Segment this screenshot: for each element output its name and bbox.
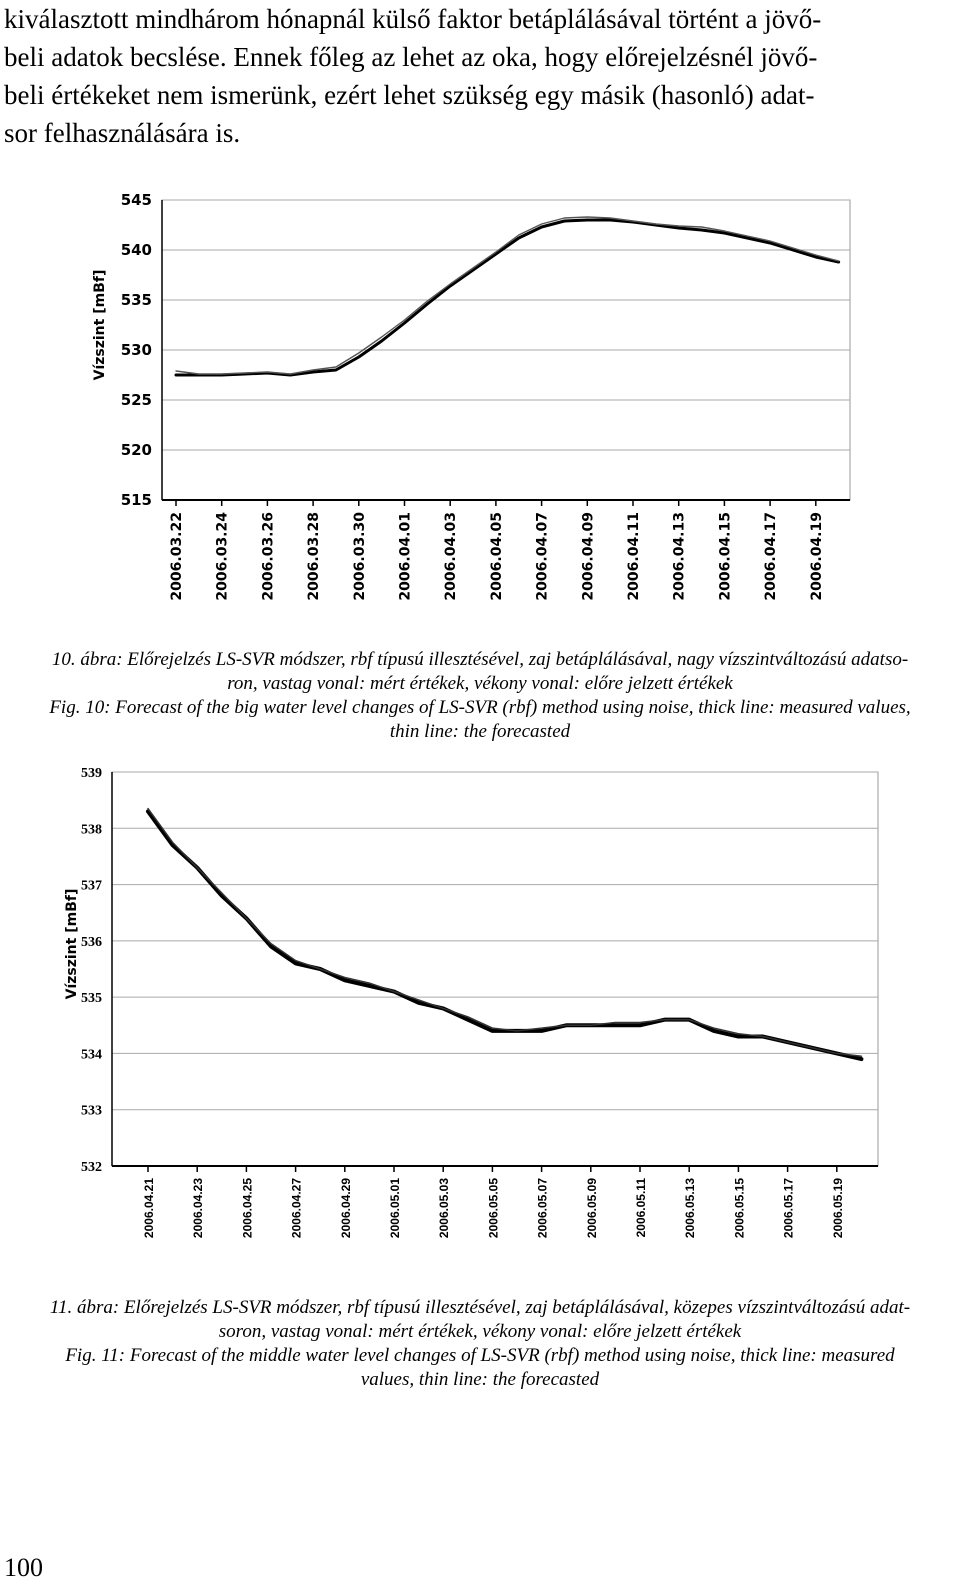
x-tick-label: 2006.03.28 bbox=[306, 512, 322, 601]
y-tick-label: 540 bbox=[121, 241, 152, 259]
x-tick-label: 2006.05.03 bbox=[437, 1178, 451, 1238]
x-tick-label: 2006.05.09 bbox=[585, 1178, 599, 1238]
x-tick-label: 2006.05.19 bbox=[831, 1178, 845, 1238]
figure-10-svg: 545 540 535 530 525 520 515 2006.03.22 2006.03.2… bbox=[92, 191, 851, 601]
figure-11-caption-en-line1: Fig. 11: Forecast of the middle water le… bbox=[65, 1345, 895, 1366]
x-tick-label: 2006.05.13 bbox=[683, 1178, 697, 1238]
y-tick-label: 537 bbox=[81, 879, 102, 894]
x-tick-label: 2006.05.15 bbox=[732, 1178, 746, 1238]
figure-11-chart: 539 538 537 536 535 534 533 532 2006.04.21 2006.0… bbox=[60, 752, 890, 1272]
figure-11-caption-hu-line2: soron, vastag vonal: mért értékek, vékon… bbox=[218, 1321, 742, 1342]
intro-line: kiválasztott mindhárom hónapnál külső fa… bbox=[4, 4, 822, 34]
measured-series-line bbox=[174, 218, 841, 377]
figure-11-caption: 11. ábra: Előrejelzés LS-SVR módszer, rb… bbox=[0, 1296, 960, 1392]
x-tick-label: 2006.05.17 bbox=[782, 1178, 796, 1238]
x-tick-label: 2006.04.23 bbox=[191, 1178, 205, 1238]
y-tick-label: 533 bbox=[81, 1104, 102, 1119]
figure-11-svg: 539 538 537 536 535 534 533 532 2006.04.21 2006.0… bbox=[64, 766, 879, 1238]
y-tick-label: 530 bbox=[121, 341, 152, 359]
figure-10-caption-hu-line1: 10. ábra: Előrejelzés LS-SVR módszer, rb… bbox=[51, 649, 909, 670]
figure-10-caption: 10. ábra: Előrejelzés LS-SVR módszer, rb… bbox=[0, 648, 960, 744]
x-tick-label: 2006.05.07 bbox=[536, 1178, 550, 1238]
figure-11-caption-hu-line1: 11. ábra: Előrejelzés LS-SVR módszer, rb… bbox=[49, 1297, 911, 1318]
figure-10-chart: 545 540 535 530 525 520 515 2006.03.22 2006.03.2… bbox=[86, 182, 866, 622]
x-tick-label: 2006.04.19 bbox=[809, 512, 825, 601]
x-tick-label: 2006.03.30 bbox=[352, 512, 368, 601]
y-axis-label: Vízszint [mBf] bbox=[64, 889, 80, 1000]
x-tick-label: 2006.04.17 bbox=[763, 512, 779, 601]
y-tick-label: 525 bbox=[121, 391, 152, 409]
x-tick-label: 2006.04.05 bbox=[489, 512, 505, 601]
x-tick-label: 2006.04.21 bbox=[142, 1178, 156, 1238]
y-tick-label: 534 bbox=[81, 1047, 102, 1062]
figure-10-caption-en-line2: thin line: the forecasted bbox=[389, 721, 571, 742]
plot-frame bbox=[111, 771, 879, 1167]
page-number: 100 bbox=[4, 1553, 43, 1582]
y-tick-label: 545 bbox=[121, 191, 152, 209]
forecast-series-line bbox=[147, 807, 863, 1057]
x-tick-label: 2006.04.27 bbox=[290, 1178, 304, 1238]
figure-10-caption-hu-line2: ron, vastag vonal: mért értékek, vékony … bbox=[227, 673, 733, 694]
x-tick-label: 2006.04.29 bbox=[339, 1178, 353, 1238]
y-tick-label: 515 bbox=[121, 491, 152, 509]
intro-paragraph: kiválasztott mindhárom hónapnál külső fa… bbox=[4, 0, 950, 152]
measured-series-line bbox=[146, 809, 864, 1062]
x-tick-label: 2006.04.25 bbox=[240, 1178, 254, 1238]
x-tick-label: 2006.04.01 bbox=[398, 512, 414, 601]
x-tick-label: 2006.04.03 bbox=[443, 512, 459, 601]
y-axis-label: Vízszint [mBf] bbox=[92, 270, 108, 381]
y-tick-label: 538 bbox=[81, 822, 102, 837]
intro-line: sor felhasználására is. bbox=[4, 118, 241, 148]
x-tick-label: 2006.03.26 bbox=[260, 512, 276, 601]
y-tick-label: 532 bbox=[81, 1160, 102, 1175]
x-tick-label: 2006.03.24 bbox=[215, 512, 231, 601]
figure-10-caption-en-line1: Fig. 10: Forecast of the big water level… bbox=[49, 697, 911, 718]
x-tick-label: 2006.04.11 bbox=[626, 512, 642, 601]
x-tick-label: 2006.05.01 bbox=[388, 1178, 402, 1238]
forecast-series-line bbox=[175, 216, 840, 375]
y-tick-label: 535 bbox=[81, 991, 102, 1006]
x-tick-label: 2006.05.05 bbox=[486, 1178, 500, 1238]
x-tick-label: 2006.03.22 bbox=[169, 512, 185, 601]
y-tick-label: 520 bbox=[121, 441, 152, 459]
y-tick-label: 535 bbox=[121, 291, 152, 309]
x-tick-label: 2006.05.11 bbox=[634, 1178, 648, 1238]
x-tick-label: 2006.04.15 bbox=[717, 512, 733, 601]
x-tick-label: 2006.04.13 bbox=[672, 512, 688, 601]
x-tick-label: 2006.04.07 bbox=[535, 512, 551, 601]
y-tick-label: 536 bbox=[81, 935, 102, 950]
x-tick-label: 2006.04.09 bbox=[580, 512, 596, 601]
intro-line: beli adatok becslése. Ennek főleg az leh… bbox=[4, 42, 818, 72]
figure-11-caption-en-line2: values, thin line: the forecasted bbox=[360, 1369, 600, 1390]
y-tick-label: 539 bbox=[81, 766, 102, 781]
intro-line: beli értékeket nem ismerünk, ezért lehet… bbox=[4, 80, 815, 110]
